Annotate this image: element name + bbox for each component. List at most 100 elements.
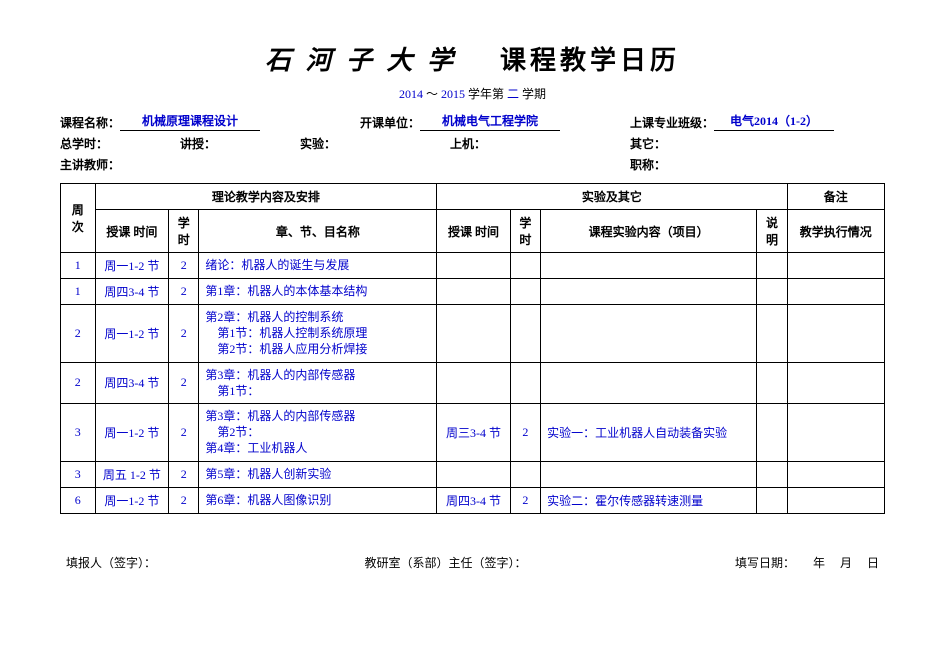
th-hours: 学 时 — [169, 210, 199, 253]
table-cell — [757, 305, 787, 363]
table-cell — [510, 461, 540, 487]
table-cell: 2 — [61, 305, 96, 363]
table-cell: 周五 1-2 节 — [95, 461, 169, 487]
table-row: 1周四3-4 节2第1章：机器人的本体基本结构 — [61, 279, 885, 305]
semester-pre: 学年第 — [468, 87, 504, 101]
table-cell: 周一1-2 节 — [95, 487, 169, 513]
table-cell — [757, 279, 787, 305]
table-cell — [510, 362, 540, 403]
table-cell: 周四3-4 节 — [95, 279, 169, 305]
table-cell: 2 — [169, 487, 199, 513]
table-cell — [787, 253, 884, 279]
title2-label: 职称： — [630, 156, 666, 173]
table-cell — [787, 403, 884, 461]
table-cell: 2 — [169, 253, 199, 279]
table-cell — [510, 305, 540, 363]
info-row-1: 课程名称： 机械原理课程设计 开课单位： 机械电气工程学院 上课专业班级： 电气… — [60, 112, 885, 131]
table-cell: 第3章：机器人的内部传感器 第2节：第4章：工业机器人 — [199, 403, 437, 461]
table-row: 2周一1-2 节2第2章：机器人的控制系统 第1节：机器人控制系统原理 第2节：… — [61, 305, 885, 363]
dept-value: 机械电气工程学院 — [420, 112, 560, 131]
table-cell: 绪论：机器人的诞生与发展 — [199, 253, 437, 279]
dept-label: 开课单位： — [360, 114, 420, 131]
table-cell — [541, 305, 757, 363]
table-cell — [787, 461, 884, 487]
table-cell: 周三3-4 节 — [437, 403, 511, 461]
semester-post: 学期 — [522, 87, 546, 101]
title-row: 石 河 子 大 学 课程教学日历 — [60, 40, 885, 77]
lecture-label: 讲授： — [180, 135, 216, 152]
table-cell: 1 — [61, 253, 96, 279]
semester-line: 2014 ～ 2015 学年第 二 学期 — [60, 85, 885, 102]
semester-num: 二 — [507, 87, 519, 101]
table-cell: 2 — [61, 362, 96, 403]
table-body: 1周一1-2 节2绪论：机器人的诞生与发展1周四3-4 节2第1章：机器人的本体… — [61, 253, 885, 514]
th-theory: 理论教学内容及安排 — [95, 184, 437, 210]
table-cell: 2 — [169, 461, 199, 487]
th-note: 说 明 — [757, 210, 787, 253]
table-cell — [541, 279, 757, 305]
lab-label: 实验： — [300, 135, 336, 152]
th-experiment: 实验及其它 — [437, 184, 787, 210]
date-area: 填写日期： 年 月 日 — [735, 554, 879, 571]
month-label: 月 — [840, 556, 852, 570]
year-from: 2014 — [399, 87, 423, 101]
table-cell: 2 — [169, 403, 199, 461]
table-cell: 2 — [169, 305, 199, 363]
table-cell — [510, 253, 540, 279]
table-cell — [437, 362, 511, 403]
table-cell: 实验二：霍尔传感器转速测量 — [541, 487, 757, 513]
course-value: 机械原理课程设计 — [120, 112, 260, 131]
table-row: 2周四3-4 节2第3章：机器人的内部传感器 第1节： — [61, 362, 885, 403]
day-label: 日 — [867, 556, 879, 570]
table-cell: 第2章：机器人的控制系统 第1节：机器人控制系统原理 第2节：机器人应用分析焊接 — [199, 305, 437, 363]
tilde: ～ — [426, 87, 438, 101]
course-label: 课程名称： — [60, 114, 120, 131]
schedule-table: 周 次 理论教学内容及安排 实验及其它 备注 授课 时间 学 时 章、节、目名称… — [60, 183, 885, 514]
table-cell — [541, 253, 757, 279]
total-hours-label: 总学时： — [60, 135, 108, 152]
year-to: 2015 — [441, 87, 465, 101]
table-cell: 周一1-2 节 — [95, 305, 169, 363]
table-cell — [757, 403, 787, 461]
table-row: 3周一1-2 节2第3章：机器人的内部传感器 第2节：第4章：工业机器人周三3-… — [61, 403, 885, 461]
table-cell: 2 — [169, 362, 199, 403]
table-cell: 3 — [61, 403, 96, 461]
footer: 填报人（签字）： 教研室（系部）主任（签字）： 填写日期： 年 月 日 — [60, 554, 885, 571]
table-head: 周 次 理论教学内容及安排 实验及其它 备注 授课 时间 学 时 章、节、目名称… — [61, 184, 885, 253]
table-cell: 第5章：机器人创新实验 — [199, 461, 437, 487]
table-cell: 3 — [61, 461, 96, 487]
teacher-label: 主讲教师： — [60, 156, 120, 173]
table-cell: 第3章：机器人的内部传感器 第1节： — [199, 362, 437, 403]
table-cell: 周四3-4 节 — [95, 362, 169, 403]
table-cell: 6 — [61, 487, 96, 513]
table-row: 3周五 1-2 节2第5章：机器人创新实验 — [61, 461, 885, 487]
table-cell — [757, 487, 787, 513]
table-cell: 2 — [169, 279, 199, 305]
table-cell: 第6章：机器人图像识别 — [199, 487, 437, 513]
table-cell — [787, 487, 884, 513]
th-chapter: 章、节、目名称 — [199, 210, 437, 253]
table-cell — [541, 461, 757, 487]
table-cell: 实验一：工业机器人自动装备实验 — [541, 403, 757, 461]
table-cell: 周一1-2 节 — [95, 253, 169, 279]
table-cell: 2 — [510, 487, 540, 513]
table-cell — [541, 362, 757, 403]
year-label: 年 — [813, 556, 825, 570]
computer-label: 上机： — [450, 135, 486, 152]
th-exp-content: 课程实验内容（项目） — [541, 210, 757, 253]
th-teach-time: 授课 时间 — [95, 210, 169, 253]
table-row: 1周一1-2 节2绪论：机器人的诞生与发展 — [61, 253, 885, 279]
class-label: 上课专业班级： — [630, 114, 714, 131]
class-value: 电气2014（1-2） — [714, 112, 834, 131]
table-cell — [757, 253, 787, 279]
table-cell — [787, 305, 884, 363]
info-row-2: 总学时： 讲授： 实验： 上机： 其它： — [60, 135, 885, 152]
document-title: 课程教学日历 — [500, 46, 680, 75]
reporter-label: 填报人（签字）： — [66, 554, 156, 571]
table-cell — [757, 461, 787, 487]
th-exec: 教学执行情况 — [787, 210, 884, 253]
table-cell — [437, 461, 511, 487]
table-cell — [437, 253, 511, 279]
th-remark: 备注 — [787, 184, 884, 210]
table-cell: 1 — [61, 279, 96, 305]
